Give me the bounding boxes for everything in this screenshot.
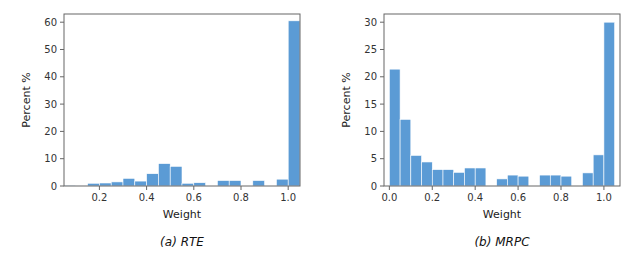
x-tick <box>475 186 476 190</box>
bar <box>518 176 529 186</box>
bar <box>111 182 123 186</box>
bar <box>464 168 475 186</box>
bar <box>276 179 288 186</box>
bar <box>550 175 561 186</box>
bar <box>170 166 182 186</box>
bar <box>443 170 454 186</box>
y-tick-label: 0 <box>371 181 377 192</box>
caption: (a) RTE <box>160 235 204 249</box>
y-tick-label: 0 <box>51 181 57 192</box>
y-tick-label: 30 <box>44 99 57 110</box>
x-axis-label: Weight <box>163 208 202 221</box>
y-tick-label: 15 <box>364 99 377 110</box>
bar <box>497 179 508 186</box>
bar <box>604 22 615 186</box>
x-tick-label: 1.0 <box>596 192 612 203</box>
bar <box>158 164 170 186</box>
bar <box>422 162 433 186</box>
y-tick <box>380 158 384 159</box>
y-tick <box>60 49 64 50</box>
y-tick-label: 10 <box>44 153 57 164</box>
y-tick-label: 30 <box>364 17 377 28</box>
y-tick-label: 5 <box>371 153 377 164</box>
y-tick <box>60 22 64 23</box>
y-tick <box>60 131 64 132</box>
y-tick-label: 20 <box>44 126 57 137</box>
x-tick <box>193 186 194 190</box>
x-tick <box>241 186 242 190</box>
x-tick <box>518 186 519 190</box>
bar <box>561 176 572 186</box>
x-tick-label: 0.8 <box>553 192 569 203</box>
bar <box>593 155 604 186</box>
panel: 0.0 0.2 0.4 0.6 0.8 1.0 0 5 10 15 20 25 30 Weight Perc… <box>340 14 620 249</box>
x-tick <box>389 186 390 190</box>
x-tick-label: 0.2 <box>91 192 107 203</box>
bar <box>540 175 551 186</box>
bar <box>389 69 400 186</box>
x-tick-label: 0.8 <box>233 192 249 203</box>
y-tick <box>380 131 384 132</box>
frame <box>64 14 300 186</box>
panel: 0.2 0.4 0.6 0.8 1.0 0 10 20 30 40 50 60 Weight Percen… <box>20 14 300 249</box>
x-tick <box>603 186 604 190</box>
y-axis-label: Percent % <box>340 72 353 127</box>
y-tick <box>380 76 384 77</box>
x-axis-label: Weight <box>483 208 522 221</box>
bar <box>288 21 300 186</box>
bar <box>147 174 159 186</box>
bar <box>229 181 241 186</box>
x-tick-label: 0.0 <box>381 192 397 203</box>
y-tick-label: 10 <box>364 126 377 137</box>
bar <box>217 181 229 186</box>
x-tick <box>288 186 289 190</box>
bar <box>507 175 518 186</box>
bar <box>411 155 422 186</box>
chart: 0.20.40.60.81.00102030405060WeightPercen… <box>0 0 640 280</box>
y-tick <box>380 22 384 23</box>
y-tick <box>60 186 64 187</box>
x-tick-label: 1.0 <box>280 192 296 203</box>
y-tick-label: 20 <box>364 71 377 82</box>
bar <box>400 119 411 186</box>
y-tick <box>380 49 384 50</box>
y-tick-label: 40 <box>44 71 57 82</box>
y-tick <box>60 76 64 77</box>
x-tick-label: 0.4 <box>467 192 483 203</box>
x-tick <box>561 186 562 190</box>
bar <box>135 181 147 186</box>
y-tick-label: 50 <box>44 44 57 55</box>
x-tick-label: 0.2 <box>424 192 440 203</box>
y-tick <box>60 104 64 105</box>
bar <box>454 172 465 186</box>
x-tick-label: 0.6 <box>186 192 202 203</box>
bar <box>582 173 593 186</box>
bars <box>389 22 614 186</box>
frame <box>384 14 620 186</box>
x-tick <box>432 186 433 190</box>
caption: (b) MRPC <box>474 235 530 249</box>
y-tick <box>380 186 384 187</box>
x-tick <box>99 186 100 190</box>
y-tick <box>380 104 384 105</box>
bar <box>475 168 486 186</box>
x-tick <box>146 186 147 190</box>
bar <box>432 170 443 186</box>
bar <box>253 181 265 186</box>
bars <box>64 21 300 186</box>
y-tick-label: 60 <box>44 17 57 28</box>
y-tick <box>60 158 64 159</box>
y-tick-label: 25 <box>364 44 377 55</box>
bar <box>123 178 135 186</box>
x-tick-label: 0.6 <box>510 192 526 203</box>
x-tick-label: 0.4 <box>139 192 155 203</box>
y-axis-label: Percent % <box>20 72 33 127</box>
